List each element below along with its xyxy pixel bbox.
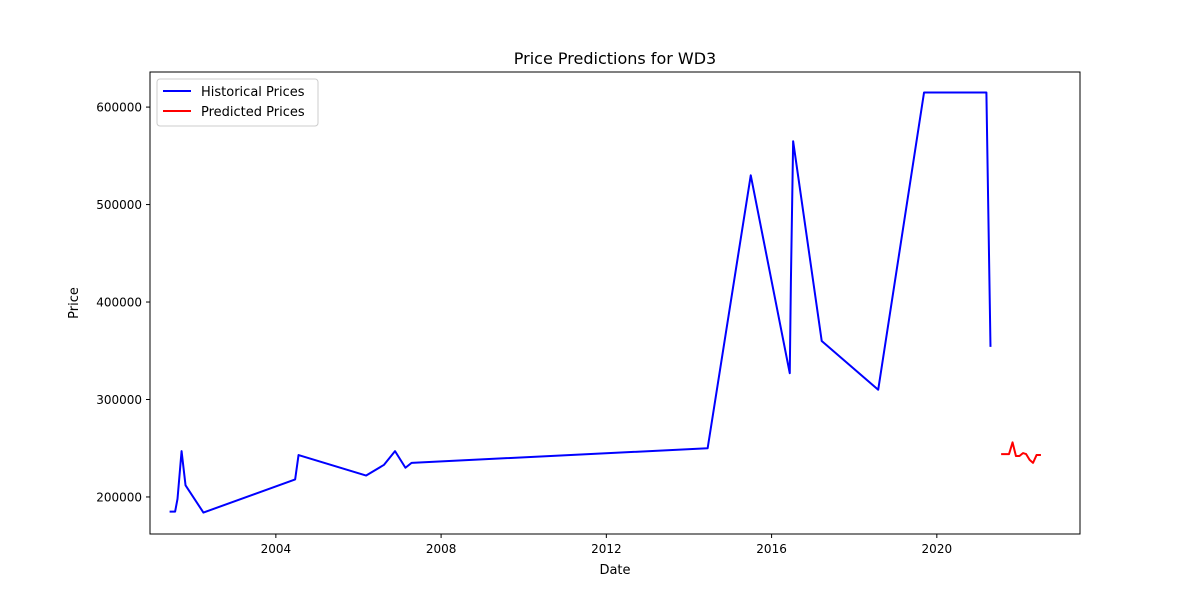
x-tick-label: 2012: [591, 542, 622, 556]
legend: Historical Prices Predicted Prices: [156, 78, 319, 127]
y-axis: 200000 300000 400000 500000 600000: [96, 101, 150, 504]
legend-box: [156, 78, 319, 127]
y-tick-label: 600000: [96, 101, 142, 115]
plot-frame: [149, 71, 1081, 535]
y-tick-label: 500000: [96, 198, 142, 212]
x-tick-label: 2004: [261, 542, 292, 556]
y-tick-label: 300000: [96, 393, 142, 407]
x-axis-label: Date: [599, 563, 630, 578]
series-line-predicted: [1001, 441, 1041, 464]
y-tick-label: 200000: [96, 490, 142, 504]
legend-label-historical: Historical Prices: [201, 85, 305, 100]
y-axis-label: Price: [67, 287, 82, 319]
y-tick-label: 400000: [96, 296, 142, 310]
plot-lines: [169, 91, 1041, 514]
x-axis: 2004 2008 2012 2016 2020: [261, 534, 953, 556]
chart-title: Price Predictions for WD3: [514, 49, 716, 68]
x-tick-label: 2016: [756, 542, 787, 556]
x-tick-label: 2008: [426, 542, 457, 556]
x-tick-label: 2020: [922, 542, 953, 556]
series-line-historical: [169, 91, 992, 514]
legend-label-predicted: Predicted Prices: [201, 105, 305, 120]
